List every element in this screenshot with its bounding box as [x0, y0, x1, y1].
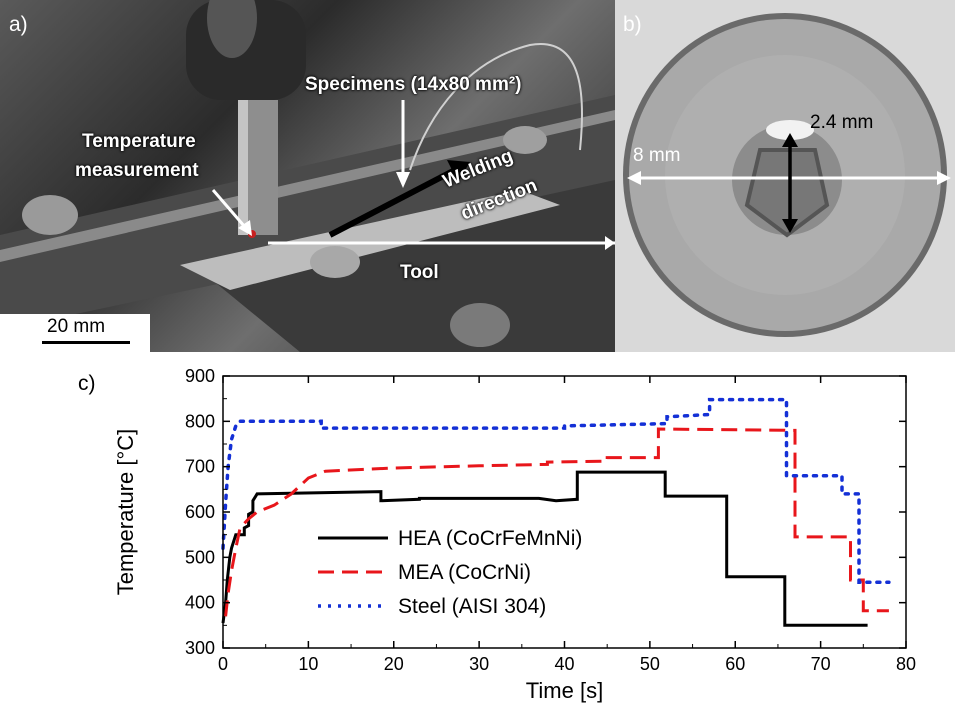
- y-tick-label: 300: [185, 638, 215, 658]
- y-axis-title: Temperature [°C]: [113, 429, 138, 596]
- plot-frame: [222, 375, 907, 649]
- series-line-1: [221, 470, 868, 627]
- panel-c-letter: c): [78, 372, 96, 395]
- specimen-sheet: [180, 190, 560, 290]
- x-tick-label: 50: [640, 654, 660, 674]
- tick-layer: 0 10 20 30 40 50 60 70 80 300 400 500 600 700 800 900: [185, 366, 916, 674]
- welding-direction-arrow: [328, 167, 457, 238]
- x-tick-label: 70: [811, 654, 831, 674]
- photo-panel-a: a) Specimens (14x80 mm²) Temperature mea…: [0, 0, 615, 352]
- diameter-label: 8 mm: [633, 145, 681, 166]
- tool-highlight: [238, 100, 248, 235]
- scale-bar-label: 20 mm: [47, 316, 106, 337]
- pin-height-label: 2.4 mm: [810, 112, 874, 133]
- legend-label-2: MEA (CoCrNi): [398, 561, 531, 584]
- pin-height-arrowhead-top: [782, 133, 798, 147]
- y-tick-label: 800: [185, 411, 215, 431]
- y-tick-label: 600: [185, 502, 215, 522]
- x-tick-label: 10: [298, 654, 318, 674]
- pin-reflection: [766, 120, 814, 140]
- pin-profile: [744, 148, 830, 238]
- bolt-head: [310, 246, 360, 278]
- y-tick-label: 500: [185, 547, 215, 567]
- y-tick-label: 900: [185, 366, 215, 386]
- x-tick-label: 20: [384, 654, 404, 674]
- bolt-head: [22, 195, 78, 235]
- x-tick-label: 0: [218, 654, 228, 674]
- specimens-label: Specimens (14x80 mm²): [305, 74, 522, 95]
- legend-label-1: HEA (CoCrFeMnNi): [398, 527, 582, 550]
- x-tick-label: 80: [896, 654, 916, 674]
- temperature-label-line2: measurement: [75, 160, 199, 181]
- x-axis-title: Time [s]: [526, 678, 603, 703]
- pin-height-arrowhead-bottom: [782, 219, 798, 233]
- welding-setup-photo: [0, 0, 615, 352]
- series-line-3: [221, 397, 891, 585]
- x-tick-label: 30: [469, 654, 489, 674]
- spindle-detail: [207, 0, 257, 58]
- series-layer: [221, 397, 891, 627]
- plate-edge: [0, 110, 615, 262]
- y-tick-label: 700: [185, 457, 215, 477]
- thermocouple-wire: [409, 42, 584, 171]
- chart-panel-c: c) 0 10 20 30 40 50 60 70 80 300 400 500 600 700 800 90…: [0, 352, 955, 718]
- temperature-chart: 0 10 20 30 40 50 60 70 80 300 400 500 600 700 800 900 T…: [113, 366, 916, 703]
- temperature-arrow: [211, 189, 247, 228]
- welding-direction-arrowhead: [447, 160, 470, 182]
- scale-bar-line: [42, 341, 130, 344]
- tool-label: Tool: [400, 262, 439, 283]
- x-tick-label: 60: [725, 654, 745, 674]
- tool-link-arrowhead: [605, 236, 615, 250]
- bolt-head: [450, 303, 510, 347]
- y-tick-label: 400: [185, 593, 215, 613]
- x-tick-label: 40: [554, 654, 574, 674]
- legend-label-3: Steel (AISI 304): [398, 595, 546, 618]
- scale-bar-box: 20 mm: [0, 314, 150, 352]
- series-line-2: [224, 427, 889, 617]
- photo-panel-b: b) 2.4 mm 8 mm: [615, 0, 955, 352]
- tool-top-view-photo: [623, 13, 951, 337]
- diameter-arrowhead-left: [627, 171, 641, 185]
- diameter-arrowhead-right: [937, 171, 951, 185]
- panel-b-letter: b): [623, 13, 642, 36]
- specimen-arrowhead: [396, 172, 410, 188]
- temperature-arrowhead: [238, 220, 252, 236]
- panel-a-letter: a): [9, 13, 28, 36]
- lower-fixture: [200, 180, 615, 352]
- legend: HEA (CoCrFeMnNi) MEA (CoCrNi) Steel (AISI …: [318, 527, 582, 618]
- bolt-head: [503, 126, 547, 154]
- temperature-label-line1: Temperature: [82, 131, 196, 152]
